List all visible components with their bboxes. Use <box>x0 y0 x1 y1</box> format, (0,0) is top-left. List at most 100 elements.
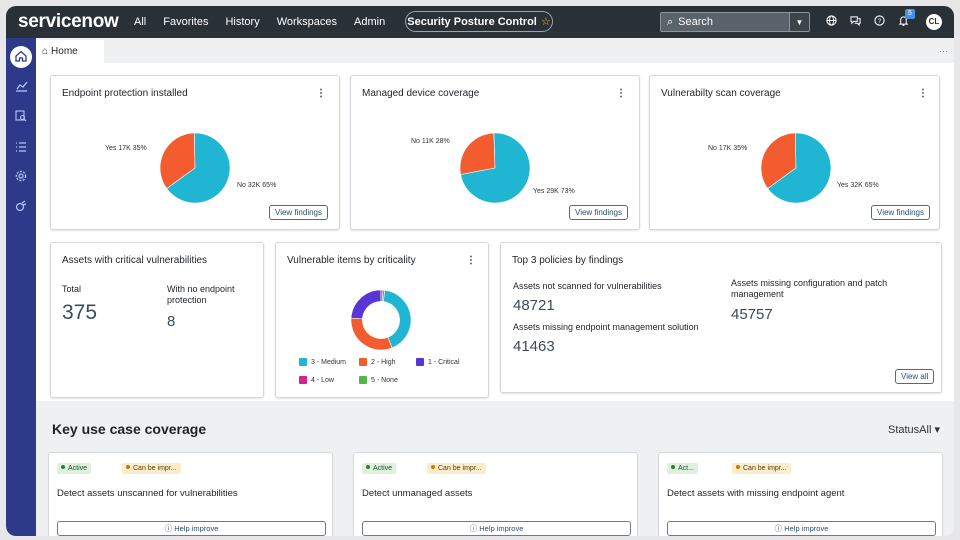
list-icon[interactable] <box>11 138 31 158</box>
use-case-title: Detect assets with missing endpoint agen… <box>667 488 845 499</box>
status-filter[interactable]: StatusAll ▾ <box>888 423 940 436</box>
notification-count-badge: 5 <box>905 9 915 19</box>
globe-icon[interactable] <box>824 15 838 29</box>
use-case-title: Detect assets unscanned for vulnerabilit… <box>57 488 238 499</box>
bell-icon[interactable] <box>896 15 910 29</box>
pie-label-yes: Yes 32K 65% <box>837 182 879 189</box>
app-frame: servicenow All Favorites History Workspa… <box>6 6 954 536</box>
pie-slice-1-critical[interactable] <box>350 289 382 320</box>
pie-slice-yes[interactable] <box>767 132 832 204</box>
legend-swatch <box>299 376 307 384</box>
policy-label: Assets not scanned for vulnerabilities <box>513 281 662 291</box>
nav-history[interactable]: History <box>225 16 260 28</box>
search-list-icon[interactable] <box>11 108 31 128</box>
badge-dot <box>366 465 370 469</box>
endpoint-pie-chart <box>159 132 231 204</box>
legend-critical[interactable]: 1 - Critical <box>416 358 460 366</box>
guide-icon[interactable] <box>11 198 31 218</box>
card-top-policies: Top 3 policies by findings Assets not sc… <box>500 242 942 393</box>
status-badge-active: Active <box>362 463 397 474</box>
status-badge-can-improve: Can be impr... <box>732 463 791 474</box>
legend-medium[interactable]: 3 - Medium <box>299 358 346 366</box>
card-title: Vulnerabilty scan coverage <box>661 88 781 99</box>
badge-dot <box>61 465 65 469</box>
legend-none[interactable]: 5 - None <box>359 376 398 384</box>
settings-gear-icon[interactable] <box>11 168 31 188</box>
pie-label-no: No 11K 28% <box>411 138 450 145</box>
analytics-icon[interactable] <box>11 78 31 98</box>
pie-slice-no[interactable] <box>166 132 231 204</box>
nav-favorites[interactable]: Favorites <box>163 16 209 28</box>
status-badge-active: Act... <box>667 463 698 474</box>
app-title-pill[interactable]: Security Posture Control ☆ <box>405 11 553 32</box>
favorite-star-icon[interactable]: ☆ <box>540 16 551 28</box>
section-title: Key use case coverage <box>52 421 207 437</box>
help-improve-button[interactable]: ⓘ Help improve <box>362 521 631 536</box>
nav-all[interactable]: All <box>134 16 147 28</box>
policy-value[interactable]: 48721 <box>513 297 555 314</box>
badge-dot <box>671 465 675 469</box>
policy-value[interactable]: 45757 <box>731 306 773 323</box>
legend-low[interactable]: 4 - Low <box>299 376 334 384</box>
view-findings-button[interactable]: View findings <box>569 205 628 220</box>
badge-dot <box>431 465 435 469</box>
chat-icon[interactable] <box>848 15 862 29</box>
home-tab-icon: ⌂ <box>42 46 49 57</box>
pie-slice-yes[interactable] <box>159 132 196 189</box>
use-case-card[interactable]: Active Can be impr... Detect assets unsc… <box>48 452 333 536</box>
tab-home-label: Home <box>51 46 78 57</box>
key-use-case-section: Key use case coverage StatusAll ▾ Active… <box>36 401 954 536</box>
nav-admin[interactable]: Admin <box>354 16 386 28</box>
pie-slice-2-high[interactable] <box>350 317 393 351</box>
more-tabs-icon[interactable]: ··· <box>939 46 948 56</box>
card-title: Top 3 policies by findings <box>512 255 624 266</box>
no-endpoint-value[interactable]: 8 <box>167 313 176 330</box>
card-menu-icon[interactable]: ⋮ <box>918 88 928 99</box>
policy-label: Assets missing endpoint management solut… <box>513 322 699 332</box>
pie-slice-yes[interactable] <box>460 132 531 204</box>
view-findings-button[interactable]: View findings <box>871 205 930 220</box>
view-all-button[interactable]: View all <box>895 369 935 384</box>
help-improve-button[interactable]: ⓘ Help improve <box>667 521 936 536</box>
card-managed-device: Managed device coverage ⋮ No 11K 28% Yes… <box>350 75 640 230</box>
servicenow-logo[interactable]: servicenow <box>18 11 119 32</box>
card-menu-icon[interactable]: ⋮ <box>316 88 326 99</box>
legend-high[interactable]: 2 - High <box>359 358 396 366</box>
search-icon: ⌕ <box>667 15 674 28</box>
use-case-card[interactable]: Act... Can be impr... Detect assets with… <box>658 452 943 536</box>
pie-slice-5-none[interactable] <box>381 289 386 302</box>
card-menu-icon[interactable]: ⋮ <box>616 88 626 99</box>
help-icon: ⓘ <box>774 524 783 533</box>
policy-value[interactable]: 41463 <box>513 338 555 355</box>
pie-slice-no[interactable] <box>760 132 797 189</box>
managed-pie-chart <box>459 132 531 204</box>
use-case-card[interactable]: Active Can be impr... Detect unmanaged a… <box>353 452 638 536</box>
legend-swatch <box>299 358 307 366</box>
global-search[interactable]: ⌕ Search ▼ <box>660 12 810 32</box>
home-icon[interactable] <box>10 46 32 68</box>
pie-label-yes: Yes 29K 73% <box>533 188 575 195</box>
help-improve-button[interactable]: ⓘ Help improve <box>57 521 326 536</box>
status-filter-value: All <box>919 424 932 436</box>
search-scope-dropdown-icon[interactable]: ▼ <box>789 13 809 31</box>
help-icon: ⓘ <box>469 524 478 533</box>
card-title: Assets with critical vulnerabilities <box>62 255 208 266</box>
view-findings-button[interactable]: View findings <box>269 205 328 220</box>
help-icon[interactable]: ? <box>872 15 886 29</box>
badge-dot <box>126 465 130 469</box>
card-critical-vulnerabilities: Assets with critical vulnerabilities Tot… <box>50 242 264 398</box>
tab-home[interactable]: ⌂ Home <box>36 40 104 63</box>
left-sidebar <box>6 38 36 536</box>
total-value[interactable]: 375 <box>62 301 98 324</box>
pie-slice-no[interactable] <box>459 132 496 175</box>
card-title: Managed device coverage <box>362 88 480 99</box>
nav-workspaces[interactable]: Workspaces <box>276 16 338 28</box>
badge-dot <box>736 465 740 469</box>
legend-swatch <box>359 376 367 384</box>
status-badge-can-improve: Can be impr... <box>427 463 486 474</box>
card-menu-icon[interactable]: ⋮ <box>466 255 476 266</box>
card-title: Vulnerable items by criticality <box>287 255 416 266</box>
svg-text:?: ? <box>877 18 881 25</box>
search-input[interactable]: Search <box>678 16 714 28</box>
user-avatar[interactable]: CL <box>926 14 942 30</box>
